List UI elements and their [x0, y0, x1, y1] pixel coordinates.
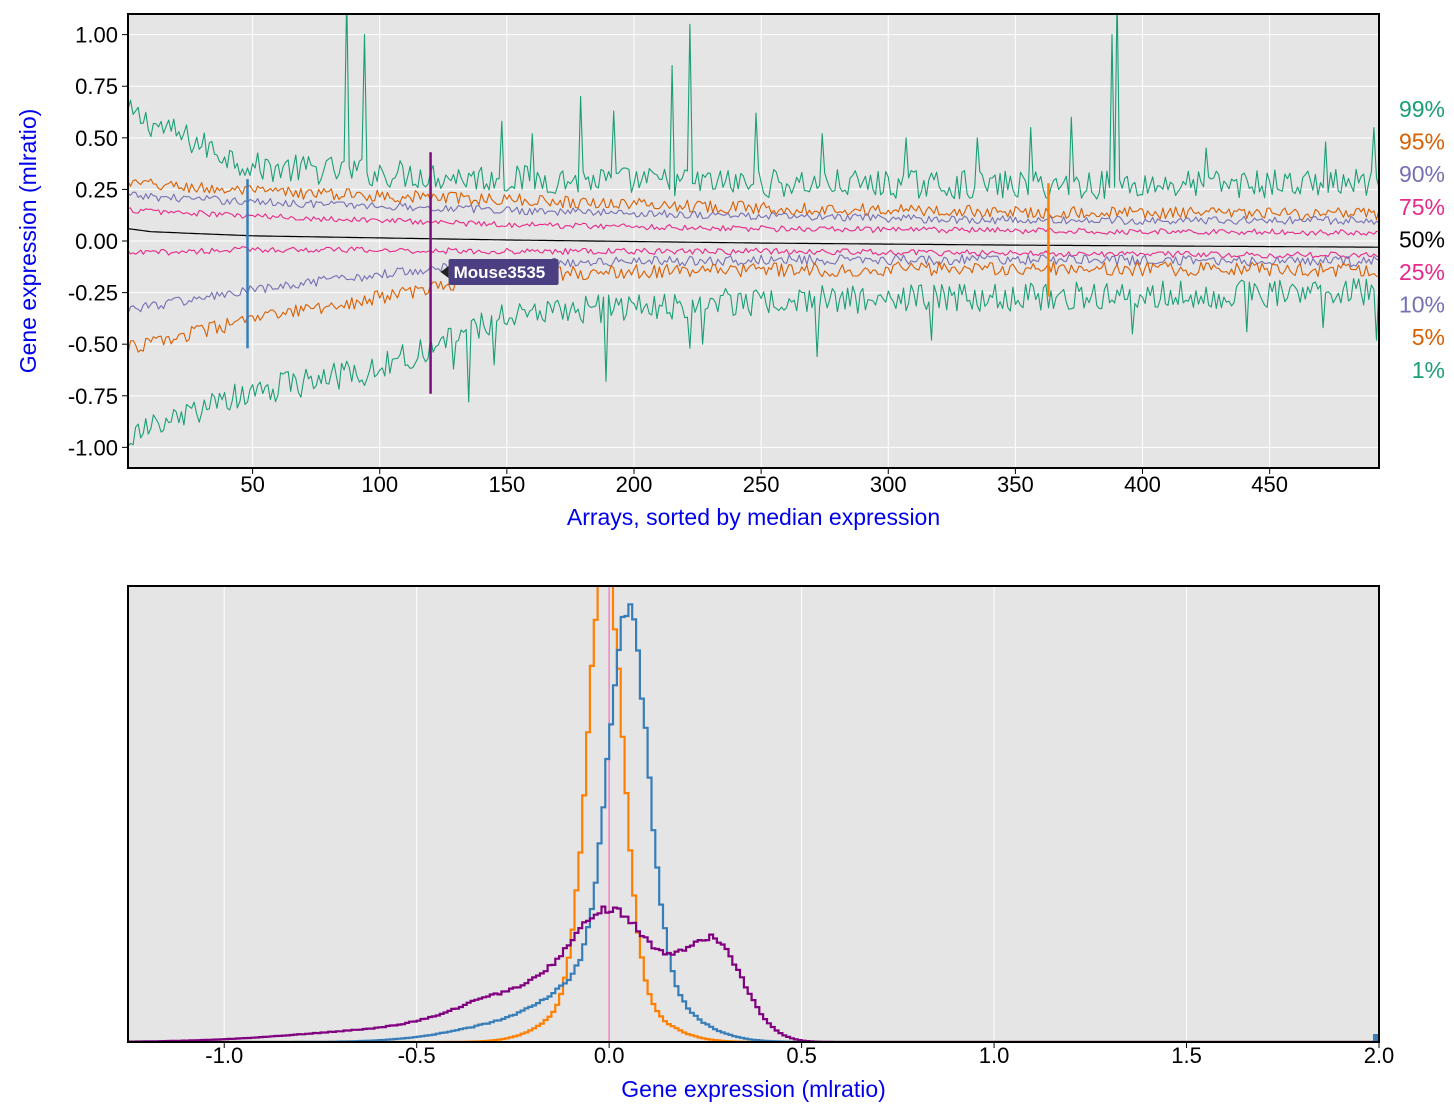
series-line-5%	[128, 260, 1379, 355]
series-line-99%	[128, 14, 1379, 200]
y-tick-label: 0.50	[75, 126, 118, 151]
x-tick-label: -0.5	[398, 1043, 436, 1068]
y-tick-label: -0.25	[68, 281, 118, 306]
x-tick-label: 350	[997, 472, 1034, 497]
y-tick-label: -1.00	[68, 435, 118, 460]
y-tick-label: 0.25	[75, 177, 118, 202]
x-tick-label: 300	[870, 472, 907, 497]
percentile-label: 25%	[1399, 259, 1445, 285]
plot-area	[128, 586, 1379, 1042]
series-group	[128, 562, 1379, 1042]
y-tick-label: -0.75	[68, 384, 118, 409]
tooltip-box	[448, 258, 559, 285]
tooltip: Mouse3535	[440, 258, 559, 285]
percentile-chart: Mouse3535 50 100 150 200 250 300 350 400 450 1.00 0…	[15, 13, 1445, 530]
y-tick-label: -0.50	[68, 332, 118, 357]
percentile-label: 75%	[1399, 194, 1445, 220]
x-tick-label: 0.0	[594, 1043, 625, 1068]
x-tick-label: 1.5	[1171, 1043, 1202, 1068]
x-tick-label: 400	[1124, 472, 1161, 497]
percentile-label: 99%	[1399, 96, 1445, 122]
x-tick-label: 450	[1251, 472, 1288, 497]
series-line-50%	[128, 228, 1379, 248]
plot-frame	[127, 585, 1380, 1043]
y-tick-label: 1.00	[75, 23, 118, 48]
x-tick-label: 0.5	[786, 1043, 817, 1068]
y-tick-label: 0.75	[75, 74, 118, 99]
x-tick-label: 1.0	[979, 1043, 1010, 1068]
x-axis-title: Arrays, sorted by median expression	[567, 504, 940, 530]
series-line-90%	[128, 191, 1379, 226]
series-group	[128, 14, 1379, 447]
x-axis-title: Gene expression (mlratio)	[621, 1076, 886, 1102]
percentile-label: 1%	[1412, 357, 1445, 383]
grid	[223, 586, 1380, 1042]
series-line-10%	[128, 253, 1379, 315]
histogram-series[interactable]	[128, 905, 1379, 1042]
tooltip-text: Mouse3535	[454, 263, 546, 282]
percentile-label: 95%	[1399, 129, 1445, 155]
x-tick-label: 50	[240, 472, 264, 497]
percentile-label: 5%	[1412, 324, 1445, 350]
x-tick-label: 150	[489, 472, 526, 497]
edge-bin	[1373, 1034, 1378, 1042]
x-tick-label: 2.0	[1364, 1043, 1395, 1068]
percentile-label: 50%	[1399, 226, 1445, 252]
x-tick-label: -1.0	[205, 1043, 243, 1068]
percentile-label: 10%	[1399, 292, 1445, 318]
x-tick-label: 100	[361, 472, 398, 497]
x-tick-label: 200	[616, 472, 653, 497]
series-line-75%	[128, 207, 1379, 236]
histogram-series[interactable]	[128, 603, 1379, 1042]
x-tick-label: 250	[743, 472, 780, 497]
tooltip-pointer	[440, 265, 449, 278]
series-line-95%	[128, 178, 1379, 221]
y-axis-title: Gene expression (mlratio)	[15, 109, 41, 374]
percentile-label: 90%	[1399, 161, 1445, 187]
y-tick-label: 0.00	[75, 229, 118, 254]
series-line-25%	[128, 246, 1379, 259]
histogram-series[interactable]	[128, 562, 1379, 1042]
series-line-1%	[128, 278, 1379, 447]
